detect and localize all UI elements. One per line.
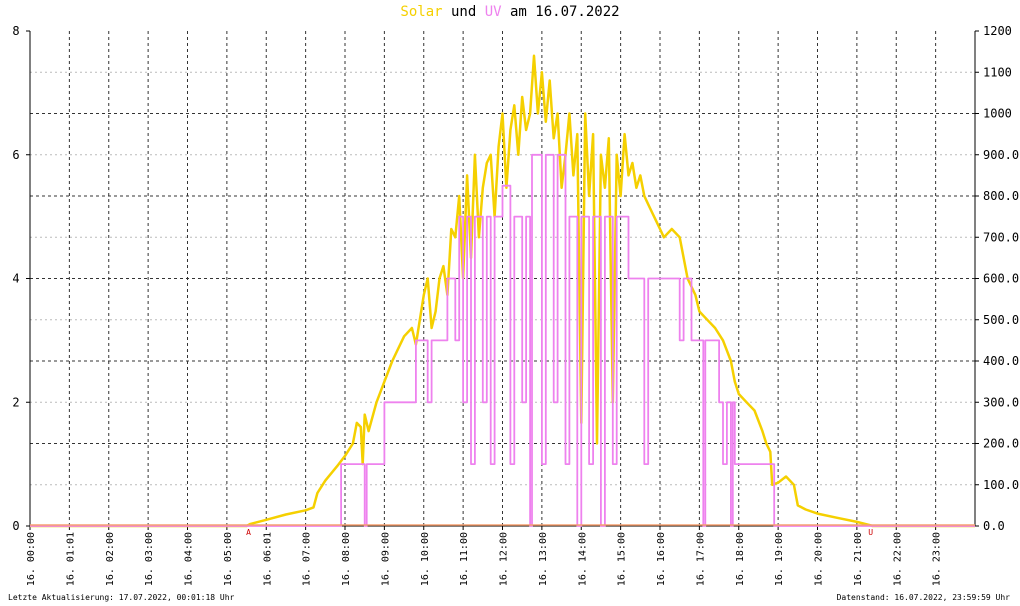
x-tick-label: 16. 01:01: [65, 532, 76, 586]
data-status-text: Datenstand: 16.07.2022, 23:59:59 Uhr: [836, 593, 1010, 602]
chart-title: Solar und UV am 16.07.2022: [0, 4, 1020, 20]
x-tick-label: 16. 22:00: [892, 532, 903, 586]
x-tick-label: 16. 11:00: [459, 532, 470, 586]
y-left-tick-label: 8: [12, 24, 19, 38]
y-right-tick-label: 300.0: [983, 395, 1019, 409]
y-right-tick-label: 600.0: [983, 272, 1019, 286]
y-left-tick-label: 0: [12, 519, 19, 533]
x-tick-label: 16. 07:00: [302, 532, 313, 586]
y-right-tick-label: 100.0: [983, 478, 1019, 492]
x-tick-label: 16. 08:00: [341, 532, 352, 586]
y-right-tick-label: 500.0: [983, 313, 1019, 327]
x-tick-label: 16. 20:00: [814, 532, 825, 586]
y-right-tick-label: 700.0: [983, 230, 1019, 244]
y-right-tick-label: 200.0: [983, 437, 1019, 451]
x-tick-label: 16. 14:00: [577, 532, 588, 586]
x-tick-label: 16. 19:00: [774, 532, 785, 586]
marker-u: U: [868, 528, 873, 537]
y-right-tick-label: 900.0: [983, 148, 1019, 162]
title-date: am 16.07.2022: [501, 4, 620, 20]
x-tick-label: 16. 13:00: [538, 532, 549, 586]
y-right-tick-label: 1000: [983, 107, 1012, 121]
y-right-tick-label: 0.0: [983, 519, 1005, 533]
x-tick-label: 16. 15:00: [617, 532, 628, 586]
series-solar: [30, 54, 975, 528]
y-right-tick-label: 800.0: [983, 189, 1019, 203]
x-tick-label: 16. 17:00: [695, 532, 706, 586]
x-tick-label: 16. 03:00: [144, 532, 155, 586]
y-left-tick-label: 6: [12, 148, 19, 162]
x-tick-label: 16. 16:00: [656, 532, 667, 586]
x-tick-label: 16. 04:00: [184, 532, 195, 586]
x-tick-label: 16. 23:00: [932, 532, 943, 586]
y-left-tick-label: 2: [12, 395, 19, 409]
y-right-tick-label: 400.0: [983, 354, 1019, 368]
x-tick-label: 16. 09:00: [380, 532, 391, 586]
last-update-text: Letzte Aktualisierung: 17.07.2022, 00:01…: [8, 593, 235, 602]
x-tick-label: 16. 00:00: [26, 532, 37, 586]
y-right-tick-label: 1200: [983, 24, 1012, 38]
series-uv: [30, 153, 975, 527]
x-tick-label: 16. 18:00: [735, 532, 746, 586]
title-und: und: [442, 4, 485, 20]
x-tick-label: 16. 05:00: [223, 532, 234, 586]
x-tick-label: 16. 02:00: [105, 532, 116, 586]
x-tick-label: 16. 21:00: [853, 532, 864, 586]
title-solar: Solar: [400, 4, 443, 20]
x-tick-label: 16. 12:00: [499, 532, 510, 586]
title-uv: UV: [484, 4, 502, 20]
x-tick-label: 16. 10:00: [420, 532, 431, 586]
marker-a: A: [246, 528, 251, 537]
y-right-tick-label: 1100: [983, 65, 1012, 79]
y-left-tick-label: 4: [12, 272, 19, 286]
x-tick-label: 16. 06:01: [262, 532, 273, 586]
